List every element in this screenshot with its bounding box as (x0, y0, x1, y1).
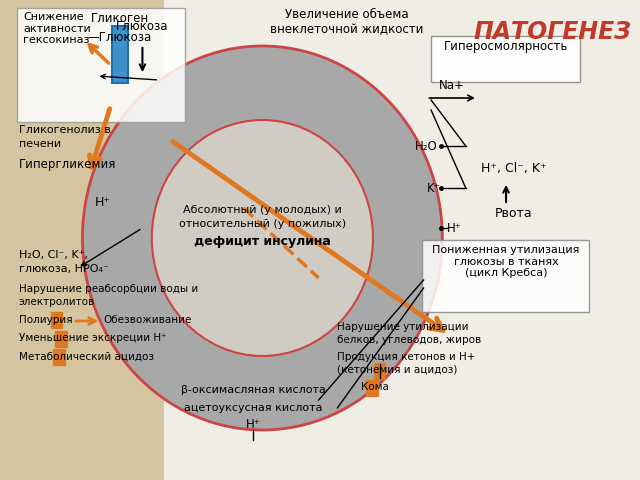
FancyBboxPatch shape (53, 349, 65, 365)
Text: относительный (у пожилых): относительный (у пожилых) (179, 219, 346, 229)
Text: H⁺: H⁺ (95, 196, 111, 209)
Text: электролитов: электролитов (19, 297, 95, 307)
Text: Продукция кетонов и H+: Продукция кетонов и H+ (337, 352, 476, 362)
Text: Обезвоживание: Обезвоживание (103, 315, 191, 325)
Text: Полиурия: Полиурия (19, 315, 72, 325)
Text: дефицит инсулина: дефицит инсулина (194, 236, 331, 249)
Text: Нарушение утилизации: Нарушение утилизации (337, 322, 469, 332)
Ellipse shape (152, 120, 373, 356)
Text: печени: печени (19, 139, 61, 149)
FancyBboxPatch shape (111, 26, 129, 83)
Text: H₂O: H₂O (415, 140, 438, 153)
FancyBboxPatch shape (374, 363, 385, 379)
Text: Гиперосмолярность: Гиперосмолярность (444, 40, 568, 53)
Text: H⁺, Cl⁻, K⁺: H⁺, Cl⁻, K⁺ (481, 162, 547, 175)
Text: ацетоуксусная кислота: ацетоуксусная кислота (184, 403, 323, 413)
Text: Нарушение реабсорбции воды и: Нарушение реабсорбции воды и (19, 284, 198, 294)
Text: H₂O, Cl⁻, K⁺,: H₂O, Cl⁻, K⁺, (19, 250, 88, 260)
Text: —Глюкоза: —Глюкоза (87, 31, 152, 44)
Text: β-оксимасляная кислота: β-оксимасляная кислота (180, 385, 326, 395)
Text: Гликоген: Гликоген (91, 12, 149, 25)
FancyBboxPatch shape (55, 331, 67, 347)
Text: Абсолютный (у молодых) и: Абсолютный (у молодых) и (183, 205, 342, 215)
Text: Na+: Na+ (439, 79, 465, 92)
Text: Кома: Кома (361, 382, 388, 392)
FancyBboxPatch shape (51, 312, 62, 328)
Text: H⁺: H⁺ (447, 221, 462, 235)
Text: глюкоза, HPO₄⁻: глюкоза, HPO₄⁻ (19, 264, 109, 274)
Text: Увеличение объема
внеклеточной жидкости: Увеличение объема внеклеточной жидкости (270, 8, 424, 36)
FancyBboxPatch shape (367, 380, 378, 396)
Text: K⁺: K⁺ (427, 181, 440, 194)
FancyBboxPatch shape (422, 240, 589, 312)
Text: Гипергликемия: Гипергликемия (19, 158, 116, 171)
Text: ПАТОГЕНЕЗ: ПАТОГЕНЕЗ (474, 20, 632, 44)
Text: Снижение
активности
гексокиназ: Снижение активности гексокиназ (24, 12, 91, 45)
Text: Метаболический ацидоз: Метаболический ацидоз (19, 352, 154, 362)
Text: Уменьшение экскреции H⁺: Уменьшение экскреции H⁺ (19, 333, 166, 343)
Text: Глюкоза: Глюкоза (116, 20, 169, 33)
Text: H⁺: H⁺ (246, 418, 260, 431)
Text: Гликогенолиз в: Гликогенолиз в (19, 125, 111, 135)
FancyBboxPatch shape (17, 8, 184, 122)
FancyBboxPatch shape (431, 36, 580, 82)
Text: Рвота: Рвота (495, 207, 532, 220)
Text: белков, углеводов, жиров: белков, углеводов, жиров (337, 335, 482, 345)
Ellipse shape (83, 46, 442, 430)
Text: (кетонемия и ацидоз): (кетонемия и ацидоз) (337, 365, 458, 375)
Text: Пониженная утилизация
глюкозы в тканях
(цикл Кребса): Пониженная утилизация глюкозы в тканях (… (433, 245, 580, 278)
FancyBboxPatch shape (0, 0, 164, 480)
